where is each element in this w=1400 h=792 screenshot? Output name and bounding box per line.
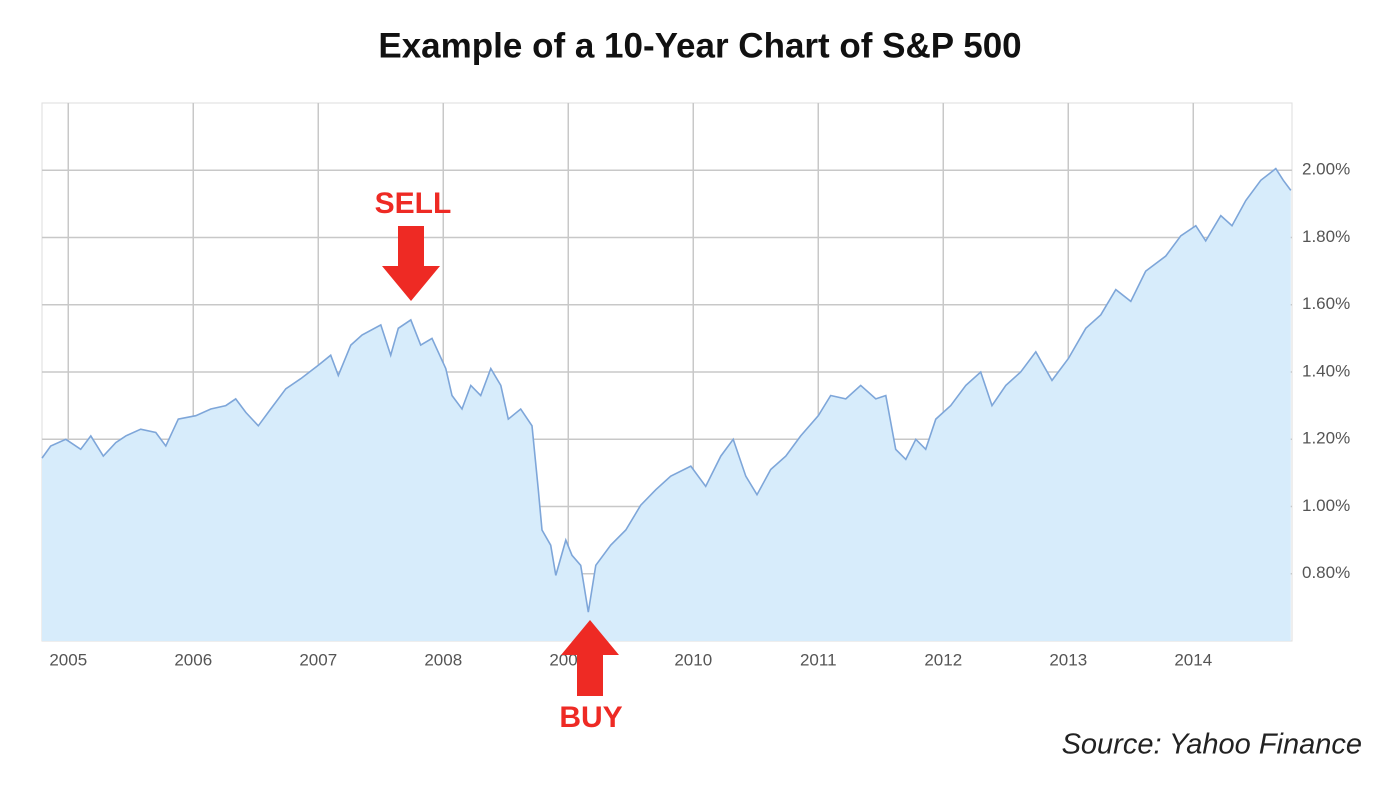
sell-arrow [382,226,440,301]
x-tick-label: 2014 [1174,650,1212,669]
x-tick-label: 2012 [924,650,962,669]
chart-title: Example of a 10-Year Chart of S&P 500 [378,26,1021,65]
y-tick-label: 1.60% [1302,294,1350,313]
line [41,167,1292,613]
x-tick-label: 2011 [800,650,837,669]
y-tick-label: 1.20% [1302,429,1350,448]
sell-label: SELL [375,187,452,220]
x-tick-label: 2007 [299,650,337,669]
source: Source: Yahoo Finance [1062,729,1362,761]
x-tick-label: 2005 [49,650,87,669]
x-tick-label: 2008 [424,650,462,669]
y-tick-label: 1.00% [1302,496,1350,515]
y-tick-label: 1.80% [1302,227,1350,246]
x-tick-label: 2010 [674,650,712,669]
y-tick-label: 2.00% [1302,160,1350,179]
buy-arrow [561,620,619,696]
y-tick-label: 1.40% [1302,361,1350,380]
x-tick-label: 2013 [1049,650,1087,669]
x-tick-label: 2006 [174,650,212,669]
area-fill [42,168,1291,641]
y-tick-label: 0.80% [1302,563,1350,582]
buy-label: BUY [559,701,622,734]
